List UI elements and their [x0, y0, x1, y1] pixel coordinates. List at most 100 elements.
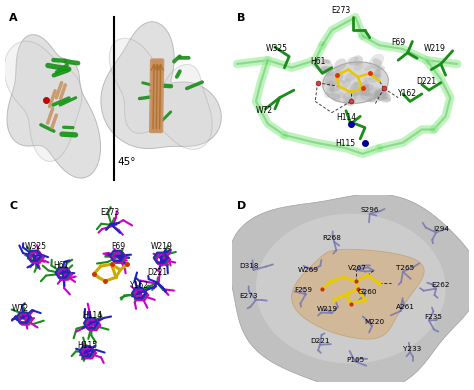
Ellipse shape	[323, 62, 388, 104]
Text: P165: P165	[346, 357, 365, 363]
Ellipse shape	[374, 90, 379, 95]
Text: D221: D221	[310, 338, 330, 344]
Text: A: A	[9, 13, 18, 23]
Ellipse shape	[361, 85, 371, 96]
Ellipse shape	[324, 69, 334, 76]
Ellipse shape	[377, 96, 385, 101]
Ellipse shape	[365, 66, 372, 71]
Text: S296: S296	[360, 207, 379, 213]
Ellipse shape	[373, 58, 382, 66]
Text: T265: T265	[396, 265, 414, 271]
Ellipse shape	[360, 91, 365, 96]
Ellipse shape	[345, 96, 355, 106]
Ellipse shape	[359, 84, 374, 92]
Text: E262: E262	[431, 282, 450, 288]
Polygon shape	[256, 214, 446, 363]
Text: V267: V267	[348, 265, 367, 271]
Ellipse shape	[361, 89, 372, 97]
Ellipse shape	[354, 62, 363, 71]
Text: H114: H114	[337, 113, 356, 122]
Text: H61: H61	[310, 57, 326, 66]
Text: W325: W325	[265, 44, 287, 53]
Ellipse shape	[326, 86, 335, 96]
Ellipse shape	[318, 66, 329, 74]
Ellipse shape	[360, 92, 375, 102]
Ellipse shape	[364, 77, 371, 81]
Ellipse shape	[341, 79, 351, 88]
Polygon shape	[292, 249, 424, 339]
Text: D221: D221	[147, 268, 167, 277]
Text: F69: F69	[111, 242, 125, 251]
Text: B: B	[237, 13, 246, 23]
Ellipse shape	[360, 81, 369, 90]
Text: W219: W219	[151, 242, 173, 251]
Ellipse shape	[354, 93, 364, 101]
Polygon shape	[229, 194, 474, 390]
Ellipse shape	[376, 69, 380, 73]
Ellipse shape	[353, 82, 358, 88]
Ellipse shape	[345, 72, 356, 82]
Ellipse shape	[347, 57, 359, 64]
Ellipse shape	[328, 81, 336, 87]
Ellipse shape	[343, 90, 356, 106]
Ellipse shape	[337, 92, 345, 99]
Text: I294: I294	[433, 226, 449, 232]
Ellipse shape	[367, 98, 376, 103]
Ellipse shape	[326, 70, 343, 87]
Text: E273: E273	[239, 293, 258, 299]
Ellipse shape	[352, 87, 363, 95]
Text: A261: A261	[396, 304, 415, 310]
Ellipse shape	[381, 89, 390, 99]
Text: D221: D221	[416, 78, 436, 87]
Ellipse shape	[369, 54, 384, 68]
Ellipse shape	[372, 94, 378, 98]
Text: W219: W219	[317, 306, 337, 312]
Ellipse shape	[320, 66, 333, 73]
Text: W325: W325	[24, 242, 46, 251]
Text: D318: D318	[239, 263, 259, 269]
Ellipse shape	[354, 55, 363, 66]
Ellipse shape	[334, 58, 346, 71]
Ellipse shape	[348, 56, 363, 66]
Text: E273: E273	[100, 209, 119, 218]
Text: H114: H114	[82, 312, 102, 321]
Ellipse shape	[383, 92, 390, 99]
Text: C: C	[9, 200, 17, 211]
Text: D: D	[237, 200, 246, 211]
Ellipse shape	[380, 93, 386, 98]
Text: W219: W219	[424, 44, 446, 53]
Text: W269: W269	[298, 267, 319, 273]
Text: F235: F235	[425, 314, 443, 320]
Polygon shape	[101, 22, 221, 149]
Ellipse shape	[373, 66, 381, 71]
Ellipse shape	[321, 67, 330, 77]
Ellipse shape	[374, 88, 387, 101]
Text: G260: G260	[357, 289, 377, 295]
Ellipse shape	[311, 58, 334, 72]
Ellipse shape	[329, 86, 334, 91]
Ellipse shape	[374, 89, 391, 103]
Ellipse shape	[368, 92, 380, 98]
Text: H115: H115	[78, 341, 98, 350]
Text: Y162: Y162	[130, 282, 149, 291]
Ellipse shape	[324, 60, 332, 64]
Polygon shape	[4, 41, 82, 161]
Text: F259: F259	[294, 287, 312, 293]
Text: Y162: Y162	[398, 89, 417, 98]
Text: W72: W72	[256, 106, 273, 115]
Ellipse shape	[371, 87, 388, 100]
Ellipse shape	[328, 93, 340, 99]
Text: H61: H61	[54, 261, 69, 270]
Ellipse shape	[383, 97, 391, 101]
Ellipse shape	[331, 93, 341, 102]
Ellipse shape	[324, 59, 330, 63]
Ellipse shape	[377, 65, 385, 70]
Ellipse shape	[369, 74, 381, 83]
Ellipse shape	[373, 69, 382, 77]
Text: 45°: 45°	[117, 157, 136, 167]
Ellipse shape	[325, 82, 330, 86]
Text: H115: H115	[336, 139, 356, 148]
Polygon shape	[109, 38, 212, 149]
Text: M220: M220	[365, 319, 384, 325]
Ellipse shape	[330, 87, 340, 92]
